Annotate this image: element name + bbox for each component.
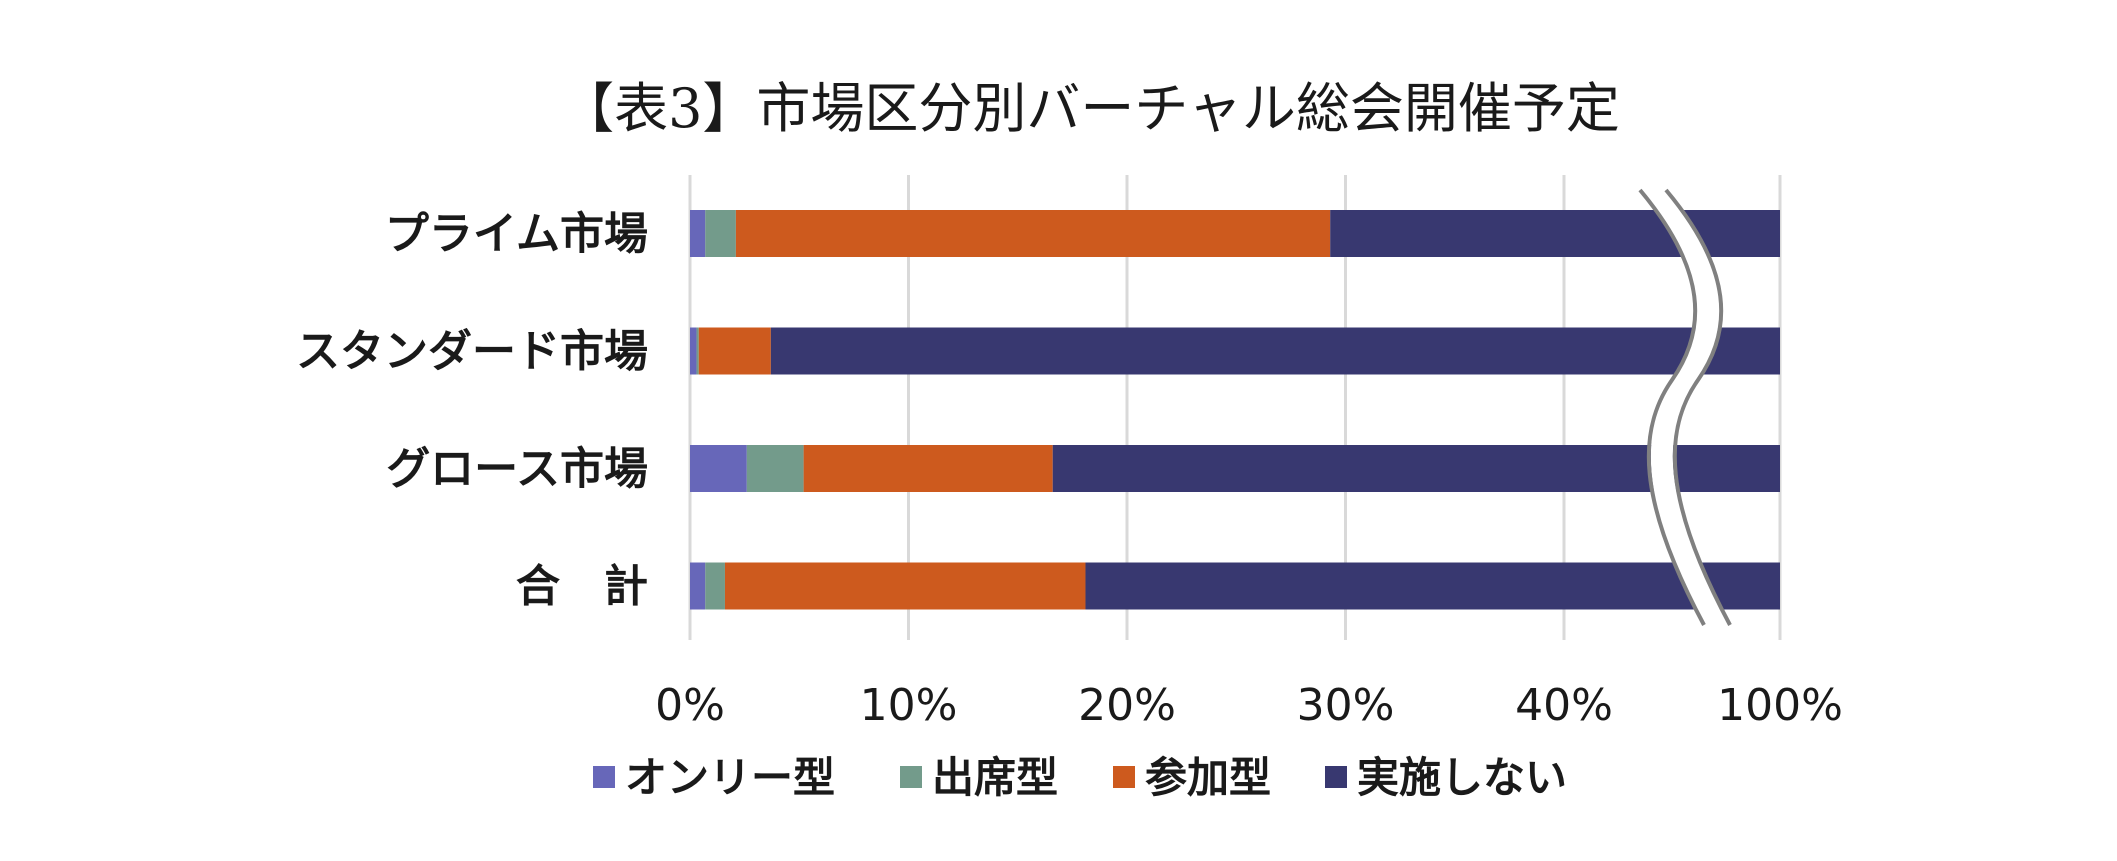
legend-label-1: 出席型	[932, 753, 1058, 802]
axis-break-marker	[1638, 182, 1732, 631]
legend-swatch-3	[1325, 766, 1347, 788]
bar-segment-3-1	[705, 562, 725, 610]
x-tick-label-5: 100%	[1717, 680, 1843, 731]
legend-label-3: 実施しない	[1357, 753, 1567, 802]
bars	[690, 210, 1780, 610]
bar-segment-0-1	[705, 210, 736, 257]
bar-segment-1-2	[698, 327, 771, 375]
bar-segment-3-0	[690, 562, 706, 610]
bar-segment-0-0	[690, 210, 706, 257]
category-label-3: 合 計	[516, 561, 648, 612]
category-label-0: プライム市場	[385, 209, 648, 260]
x-tick-label-3: 30%	[1297, 680, 1395, 731]
bar-segment-1-0	[690, 327, 697, 375]
bar-segment-2-2	[803, 445, 1053, 492]
category-label-2: グロース市場	[386, 444, 648, 495]
bar-segment-0-3	[1330, 210, 1780, 257]
legend-swatch-1	[900, 766, 922, 788]
x-tick-label-1: 10%	[860, 680, 958, 731]
bar-segment-2-1	[746, 445, 804, 492]
axis-break-edge-right	[1664, 188, 1732, 626]
bar-segment-1-1	[696, 327, 699, 375]
x-tick-label-0: 0%	[655, 680, 725, 731]
x-tick-labels: 0% 10% 20% 30% 40% 100%	[655, 680, 1843, 731]
bar-segment-3-2	[724, 562, 1086, 610]
x-tick-label-2: 20%	[1078, 680, 1176, 731]
legend-label-0: オンリー型	[625, 753, 835, 802]
legend-swatch-0	[593, 766, 615, 788]
bar-segment-1-3	[770, 327, 1780, 375]
category-label-1: スタンダード市場	[296, 326, 648, 377]
bar-segment-3-3	[1085, 562, 1780, 610]
legend-swatch-2	[1113, 766, 1135, 788]
bar-segment-2-0	[690, 445, 747, 492]
bar-segment-0-2	[735, 210, 1331, 257]
chart-title: 【表3】市場区分別バーチャル総会開催予定	[560, 77, 1620, 140]
axis-break-band	[1644, 182, 1727, 631]
legend-label-2: 参加型	[1145, 753, 1271, 802]
legend: オンリー型 出席型 参加型 実施しない	[593, 753, 1567, 802]
axis-break-edge-left	[1638, 188, 1706, 626]
x-tick-label-4: 40%	[1515, 680, 1613, 731]
